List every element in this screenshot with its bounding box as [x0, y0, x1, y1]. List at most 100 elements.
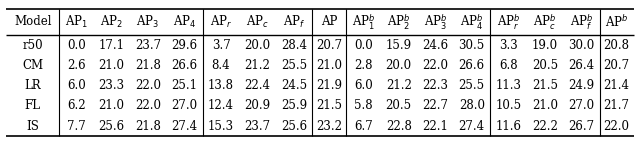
- Text: 6.8: 6.8: [499, 59, 518, 72]
- Text: 6.0: 6.0: [354, 79, 372, 92]
- Text: AP$_3^b$: AP$_3^b$: [424, 12, 447, 32]
- Text: 17.1: 17.1: [99, 39, 124, 52]
- Text: 11.3: 11.3: [495, 79, 521, 92]
- Text: 22.8: 22.8: [386, 120, 412, 133]
- Text: AP: AP: [321, 15, 337, 28]
- Text: 6.0: 6.0: [67, 79, 86, 92]
- Text: 23.2: 23.2: [316, 120, 342, 133]
- Text: 30.5: 30.5: [459, 39, 485, 52]
- Text: 6.2: 6.2: [67, 99, 86, 112]
- Text: 21.4: 21.4: [604, 79, 630, 92]
- Text: 22.7: 22.7: [422, 99, 448, 112]
- Text: 20.5: 20.5: [532, 59, 558, 72]
- Text: IS: IS: [26, 120, 39, 133]
- Text: 20.5: 20.5: [386, 99, 412, 112]
- Text: 22.0: 22.0: [135, 79, 161, 92]
- Text: 21.2: 21.2: [244, 59, 271, 72]
- Text: 27.0: 27.0: [172, 99, 198, 112]
- Text: 2.8: 2.8: [354, 59, 372, 72]
- Text: 20.7: 20.7: [604, 59, 630, 72]
- Text: 22.0: 22.0: [604, 120, 630, 133]
- Text: AP$_c^b$: AP$_c^b$: [533, 12, 556, 32]
- Text: 8.4: 8.4: [212, 59, 230, 72]
- Text: 22.1: 22.1: [422, 120, 448, 133]
- Text: 21.2: 21.2: [386, 79, 412, 92]
- Text: r50: r50: [22, 39, 43, 52]
- Text: AP$_3$: AP$_3$: [136, 14, 159, 30]
- Text: 26.4: 26.4: [568, 59, 595, 72]
- Text: 10.5: 10.5: [495, 99, 522, 112]
- Text: 20.0: 20.0: [386, 59, 412, 72]
- Text: AP$_2$: AP$_2$: [100, 14, 123, 30]
- Text: 26.6: 26.6: [459, 59, 484, 72]
- Text: AP$_1$: AP$_1$: [65, 14, 88, 30]
- Text: 25.5: 25.5: [281, 59, 307, 72]
- Text: 26.6: 26.6: [172, 59, 198, 72]
- Text: AP$_f^b$: AP$_f^b$: [570, 12, 593, 32]
- Text: 24.5: 24.5: [281, 79, 307, 92]
- Text: 23.7: 23.7: [244, 120, 271, 133]
- Text: 27.4: 27.4: [172, 120, 198, 133]
- Text: 25.1: 25.1: [172, 79, 198, 92]
- Text: AP$_f$: AP$_f$: [283, 14, 305, 30]
- Text: 20.0: 20.0: [244, 39, 271, 52]
- Text: 26.7: 26.7: [568, 120, 595, 133]
- Text: AP$_1^b$: AP$_1^b$: [352, 12, 375, 32]
- Text: 7.7: 7.7: [67, 120, 86, 133]
- Text: 21.7: 21.7: [604, 99, 630, 112]
- Text: 23.7: 23.7: [135, 39, 161, 52]
- Text: AP$_r$: AP$_r$: [210, 14, 232, 30]
- Text: AP$_4$: AP$_4$: [173, 14, 196, 30]
- Text: 27.4: 27.4: [459, 120, 484, 133]
- Text: 11.6: 11.6: [495, 120, 521, 133]
- Text: 25.6: 25.6: [281, 120, 307, 133]
- Text: 21.0: 21.0: [532, 99, 557, 112]
- Text: 20.9: 20.9: [244, 99, 271, 112]
- Text: 0.0: 0.0: [67, 39, 86, 52]
- Text: 27.0: 27.0: [568, 99, 595, 112]
- Text: 29.6: 29.6: [172, 39, 198, 52]
- Text: 19.0: 19.0: [532, 39, 558, 52]
- Text: AP$_2^b$: AP$_2^b$: [387, 12, 410, 32]
- Text: 21.0: 21.0: [99, 99, 124, 112]
- Text: 22.2: 22.2: [532, 120, 557, 133]
- Text: 21.9: 21.9: [316, 79, 342, 92]
- Text: 22.3: 22.3: [422, 79, 448, 92]
- Text: CM: CM: [22, 59, 44, 72]
- Text: 21.0: 21.0: [99, 59, 124, 72]
- Text: AP$_4^b$: AP$_4^b$: [460, 12, 483, 32]
- Text: 25.5: 25.5: [459, 79, 484, 92]
- Text: 0.0: 0.0: [354, 39, 372, 52]
- Text: 5.8: 5.8: [354, 99, 372, 112]
- Text: 2.6: 2.6: [67, 59, 86, 72]
- Text: 22.0: 22.0: [135, 99, 161, 112]
- Text: 25.6: 25.6: [99, 120, 125, 133]
- Text: 6.7: 6.7: [354, 120, 372, 133]
- Text: 22.4: 22.4: [244, 79, 271, 92]
- Text: LR: LR: [24, 79, 41, 92]
- Text: 24.6: 24.6: [422, 39, 448, 52]
- Text: 15.9: 15.9: [386, 39, 412, 52]
- Text: 25.9: 25.9: [281, 99, 307, 112]
- Text: 21.8: 21.8: [135, 59, 161, 72]
- Text: 3.3: 3.3: [499, 39, 518, 52]
- Text: 24.9: 24.9: [568, 79, 595, 92]
- Text: 21.5: 21.5: [532, 79, 557, 92]
- Text: 15.3: 15.3: [208, 120, 234, 133]
- Text: 23.3: 23.3: [99, 79, 125, 92]
- Text: AP$_c$: AP$_c$: [246, 14, 269, 30]
- Text: 21.8: 21.8: [135, 120, 161, 133]
- Text: 28.0: 28.0: [459, 99, 484, 112]
- Text: 13.8: 13.8: [208, 79, 234, 92]
- Text: 21.0: 21.0: [316, 59, 342, 72]
- Text: 22.0: 22.0: [422, 59, 448, 72]
- Text: Model: Model: [14, 15, 51, 28]
- Text: 20.8: 20.8: [604, 39, 630, 52]
- Text: 21.5: 21.5: [316, 99, 342, 112]
- Text: 3.7: 3.7: [212, 39, 230, 52]
- Text: 30.0: 30.0: [568, 39, 595, 52]
- Text: AP$^b$: AP$^b$: [605, 14, 628, 30]
- Text: 28.4: 28.4: [281, 39, 307, 52]
- Text: 12.4: 12.4: [208, 99, 234, 112]
- Text: 20.7: 20.7: [316, 39, 342, 52]
